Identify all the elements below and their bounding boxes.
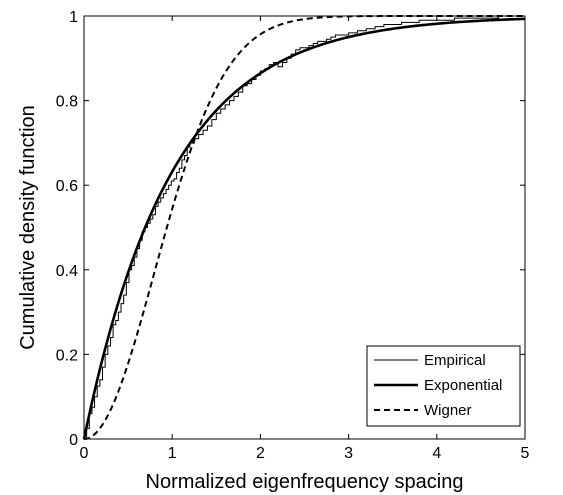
series-exponential	[82, 17, 526, 440]
legend: Empirical Exponential Wigner	[366, 345, 521, 427]
axis-tick-labels: 0 1 2 3 4 5 0 0.2 0.4 0.6 0.8 1	[56, 9, 530, 462]
legend-label-empirical: Empirical	[424, 352, 486, 369]
x-tick-label: 1	[168, 445, 177, 462]
y-tick-label: 0.6	[56, 178, 78, 195]
x-tick-label: 2	[256, 445, 265, 462]
legend-label-wigner: Wigner	[424, 402, 472, 419]
y-tick-label: 1	[69, 9, 78, 26]
plot-frame-border	[83, 15, 526, 440]
y-tick-label: 0.2	[56, 347, 78, 364]
x-tick-label: 4	[432, 445, 441, 462]
y-axis-label: Cumulative density function	[17, 105, 39, 350]
y-tick-label: 0	[69, 432, 78, 449]
legend-label-exponential: Exponential	[424, 377, 502, 394]
x-tick-label: 0	[80, 445, 89, 462]
series-empirical	[84, 15, 525, 440]
y-tick-label: 0.4	[56, 263, 78, 280]
x-tick-label: 3	[344, 445, 353, 462]
x-axis-label: Normalized eigenfrequency spacing	[146, 471, 464, 493]
x-tick-label: 5	[521, 445, 530, 462]
y-tick-label: 0.8	[56, 94, 78, 111]
